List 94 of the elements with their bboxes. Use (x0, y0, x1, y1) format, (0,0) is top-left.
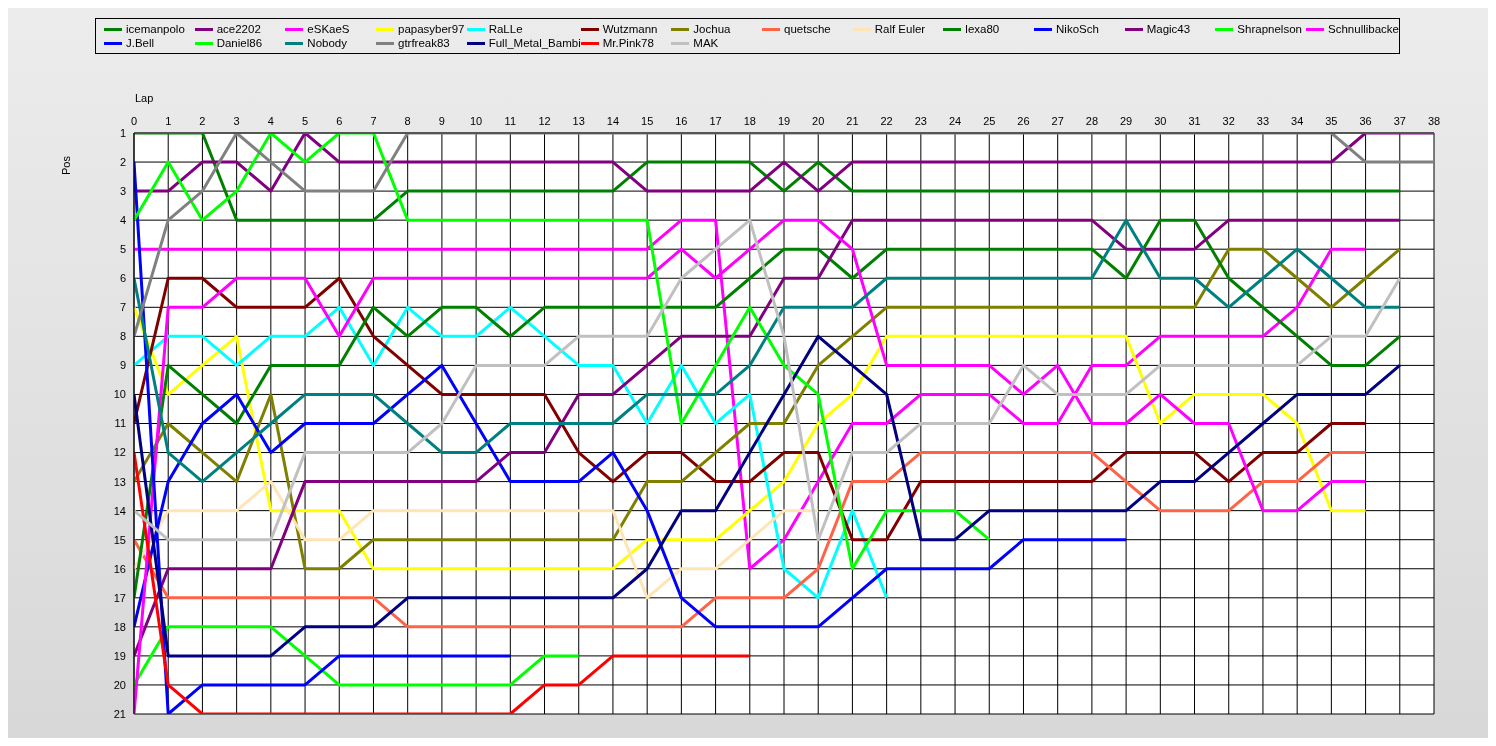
x-tick-label: 22 (880, 115, 893, 127)
legend-label: Shrapnelson (1237, 23, 1302, 35)
legend-label: RaLLe (488, 23, 523, 35)
y-tick-label: 4 (119, 214, 126, 227)
x-tick-label: 1 (165, 115, 172, 127)
legend-label: papasyber97 (397, 23, 465, 35)
y-tick-label: 20 (113, 678, 126, 691)
x-tick-label: 28 (1085, 115, 1099, 127)
x-tick-label: 16 (675, 115, 688, 127)
x-tick-label: 2 (199, 115, 206, 127)
legend-label: quetsche (784, 23, 831, 35)
y-tick-label: 3 (119, 185, 126, 198)
legend-label: eSKaeS (307, 23, 350, 35)
x-tick-label: 4 (267, 115, 274, 127)
line-series (134, 305, 1368, 571)
x-tick-label: 25 (983, 115, 996, 127)
y-tick-label: 19 (113, 649, 126, 662)
legend-label: ace2202 (216, 23, 261, 35)
legend-label: Full_Metal_Bambi (488, 37, 581, 49)
y-tick-label: 17 (113, 591, 126, 604)
line-series (134, 133, 1434, 338)
x-tick-label: 18 (743, 115, 756, 127)
x-tick-label: 26 (1017, 115, 1030, 127)
legend-label: Mr.Pink78 (602, 37, 654, 49)
line-series (134, 133, 991, 571)
y-tick-label: 5 (119, 243, 126, 256)
y-tick-label: 8 (119, 330, 126, 343)
line-series (134, 334, 1402, 658)
legend-label: MAK (693, 37, 719, 49)
line-series (134, 480, 820, 600)
legend-label: Wutzmann (602, 23, 658, 35)
x-tick-label: 31 (1188, 115, 1201, 127)
x-tick-label: 5 (301, 115, 309, 127)
y-tick-label: 18 (113, 620, 126, 633)
legend-label: Daniel86 (216, 37, 263, 49)
x-tick-label: 23 (914, 115, 927, 127)
x-tick-label: 9 (438, 115, 445, 127)
y-tick-label: 12 (113, 446, 126, 459)
y-tick-label: 10 (113, 388, 126, 401)
x-tick-label: 27 (1051, 115, 1064, 127)
x-tick-label: 36 (1359, 115, 1372, 127)
x-tick-label: 30 (1154, 115, 1167, 127)
legend-label: Magic43 (1146, 23, 1191, 35)
x-tick-label: 14 (606, 115, 620, 127)
x-tick-label: 35 (1325, 115, 1338, 127)
x-tick-label: 19 (777, 115, 791, 127)
x-tick-label: 29 (1119, 115, 1133, 127)
x-tick-label: 38 (1427, 115, 1441, 127)
legend-label: gtrfreak83 (397, 37, 450, 49)
x-tick-label: 33 (1256, 115, 1270, 127)
x-tick-label: 20 (812, 115, 825, 127)
y-tick-label: 13 (113, 475, 126, 488)
x-tick-label: 10 (469, 115, 483, 127)
x-tick-label: 12 (538, 115, 551, 127)
x-tick-label: 3 (233, 115, 240, 127)
legend-label: Nobody (307, 37, 347, 49)
legend-label: icemanpolo (126, 23, 185, 35)
x-axis-title: Lap (135, 92, 154, 104)
legend-label: J.Bell (126, 37, 155, 49)
y-tick-label: 2 (119, 155, 126, 168)
y-tick-label: 1 (119, 126, 126, 139)
legend-label: NikoSch (1056, 23, 1099, 35)
legend-label: lexa80 (965, 23, 1000, 35)
x-tick-label: 21 (846, 115, 859, 127)
line-series (134, 133, 1402, 222)
x-tick-label: 13 (572, 115, 585, 127)
x-tick-label: 8 (404, 115, 411, 127)
y-tick-label: 14 (113, 504, 126, 517)
x-tick-label: 17 (709, 115, 722, 127)
y-tick-label: 9 (119, 359, 126, 372)
legend-label: Ralf Euler (874, 23, 926, 35)
x-tick-label: 6 (336, 115, 343, 127)
line-series (134, 276, 1368, 542)
y-tick-label: 21 (113, 707, 126, 720)
x-tick-label: 11 (504, 115, 517, 127)
x-tick-label: 0 (130, 115, 138, 127)
line-series (134, 451, 752, 714)
legend-label: Schnullibacke (1328, 23, 1399, 35)
line-series (134, 218, 1402, 484)
line-series (134, 451, 1368, 629)
y-tick-label: 11 (114, 417, 126, 430)
x-tick-label: 32 (1222, 115, 1235, 127)
y-tick-label: 16 (113, 562, 126, 575)
legend-label: Jochua (693, 23, 731, 35)
x-tick-label: 7 (370, 115, 377, 127)
y-axis-title: Pos (60, 156, 72, 175)
x-tick-label: 34 (1291, 115, 1304, 127)
x-tick-label: 37 (1393, 115, 1406, 127)
y-tick-label: 15 (113, 533, 126, 546)
line-series (134, 305, 889, 600)
x-tick-label: 24 (948, 115, 962, 127)
x-tick-label: 15 (641, 115, 654, 127)
y-tick-label: 7 (119, 301, 126, 314)
y-tick-label: 6 (119, 272, 126, 285)
